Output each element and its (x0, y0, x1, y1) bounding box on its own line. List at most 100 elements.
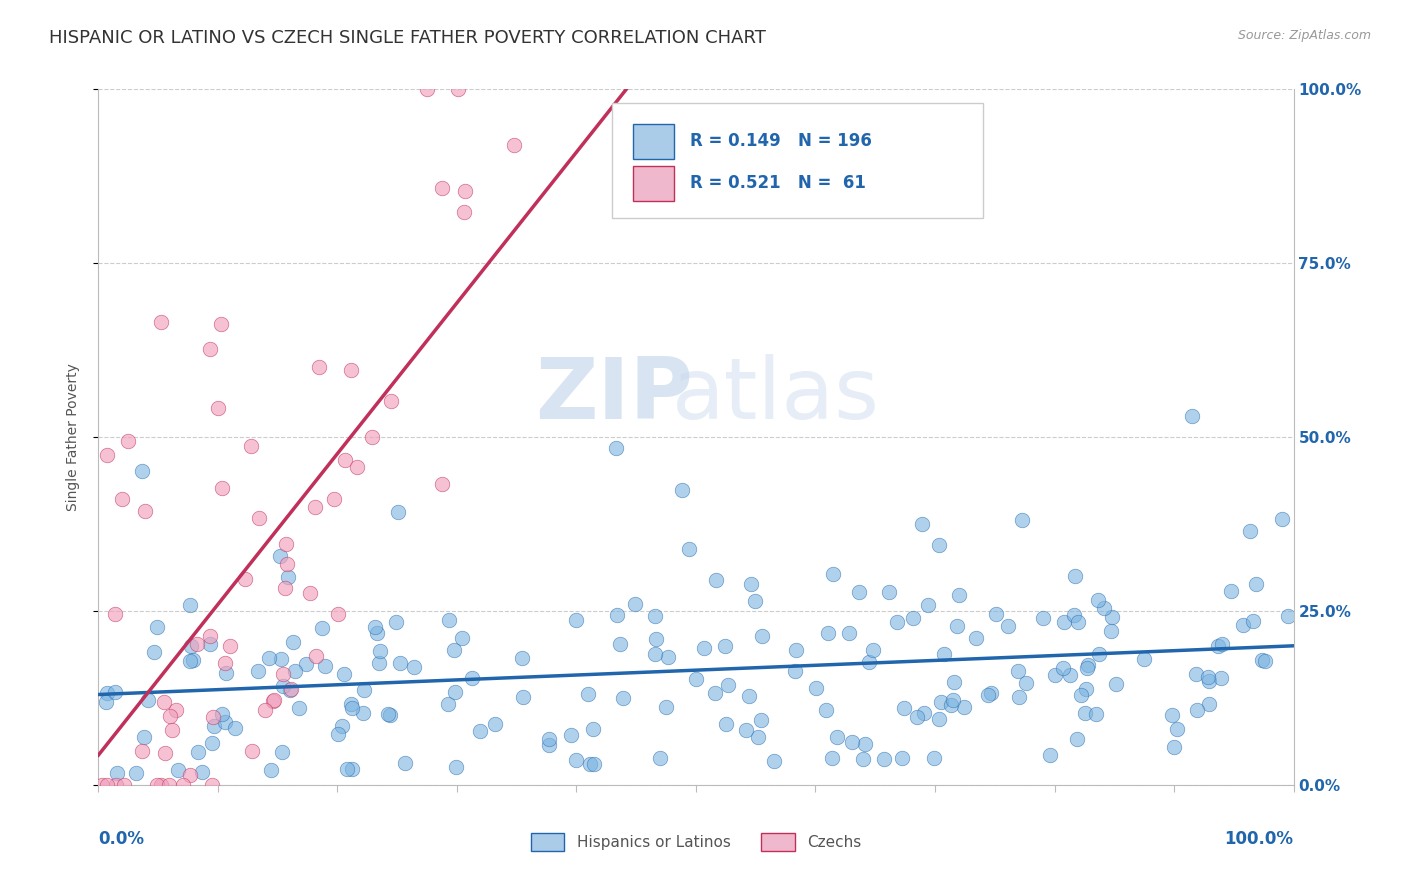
Point (111, 491, 134, 506)
Point (785, 643, 807, 657)
Point (333, 667, 356, 681)
Point (825, 731, 848, 745)
Point (215, 666, 238, 681)
Point (747, 730, 769, 744)
Point (1085, 706, 1108, 721)
Point (269, 549, 291, 564)
Point (436, 697, 458, 711)
Point (893, 700, 915, 714)
Point (1076, 681, 1098, 696)
Point (1239, 524, 1261, 538)
Point (209, 317, 232, 331)
Point (565, 753, 588, 767)
Point (186, 637, 208, 651)
Point (378, 708, 401, 723)
Point (1059, 668, 1081, 682)
Point (848, 585, 870, 599)
Point (1045, 668, 1067, 682)
Point (1251, 652, 1274, 666)
Point (283, 635, 305, 649)
Point (191, 764, 214, 779)
Point (714, 639, 737, 653)
Point (96, 686, 118, 700)
Point (416, 82, 439, 96)
FancyBboxPatch shape (633, 124, 675, 159)
Point (997, 619, 1019, 633)
Point (749, 713, 772, 727)
Y-axis label: Single Father Poverty: Single Father Poverty (66, 363, 80, 511)
Point (977, 688, 1000, 702)
Point (1053, 615, 1076, 630)
Point (380, 394, 402, 409)
Text: 100.0%: 100.0% (1225, 830, 1294, 848)
Point (112, 778, 135, 792)
Point (735, 723, 758, 737)
Point (751, 629, 773, 643)
Point (360, 430, 382, 444)
Point (744, 594, 766, 608)
Point (484, 717, 506, 731)
Point (146, 620, 169, 634)
Point (1007, 664, 1029, 678)
Point (131, 744, 153, 758)
Point (1087, 592, 1109, 607)
Point (1181, 409, 1204, 423)
Point (823, 566, 845, 581)
Point (202, 719, 225, 733)
Point (704, 574, 727, 588)
Point (187, 745, 209, 759)
Point (1015, 676, 1038, 690)
Text: atlas: atlas (672, 354, 880, 437)
Point (239, 439, 262, 453)
Point (853, 737, 876, 751)
Point (447, 82, 470, 96)
Point (259, 764, 281, 778)
Point (368, 657, 391, 671)
Point (305, 649, 328, 664)
Point (1198, 698, 1220, 712)
Point (624, 598, 647, 612)
Point (644, 609, 666, 624)
Point (582, 722, 605, 736)
Point (1271, 512, 1294, 526)
Point (179, 654, 201, 668)
Point (298, 586, 321, 600)
Point (330, 719, 353, 733)
Point (717, 678, 740, 692)
Point (134, 731, 156, 745)
Point (986, 607, 1008, 622)
Point (131, 464, 153, 478)
Point (738, 690, 761, 704)
Point (1070, 688, 1092, 702)
Point (202, 709, 225, 723)
Point (1077, 658, 1099, 673)
Point (1088, 647, 1111, 661)
Point (1105, 677, 1128, 691)
Point (1187, 703, 1209, 717)
Point (165, 703, 187, 717)
Point (233, 572, 256, 586)
Point (1209, 671, 1232, 685)
Point (1039, 748, 1062, 763)
Point (336, 762, 359, 776)
Point (277, 570, 299, 584)
Point (326, 607, 349, 622)
Point (159, 709, 181, 723)
Point (96, 695, 118, 709)
Point (928, 712, 950, 726)
Point (538, 732, 561, 747)
Text: Source: ZipAtlas.com: Source: ZipAtlas.com (1237, 29, 1371, 43)
Point (152, 695, 174, 709)
Point (1163, 739, 1185, 754)
Point (214, 656, 236, 670)
Point (333, 452, 356, 467)
Point (1008, 690, 1031, 705)
Point (274, 537, 297, 551)
Point (322, 491, 344, 506)
Point (858, 655, 880, 669)
Point (814, 702, 837, 716)
Point (943, 675, 966, 690)
Point (1074, 706, 1097, 721)
Point (1092, 601, 1115, 615)
Point (671, 483, 693, 497)
